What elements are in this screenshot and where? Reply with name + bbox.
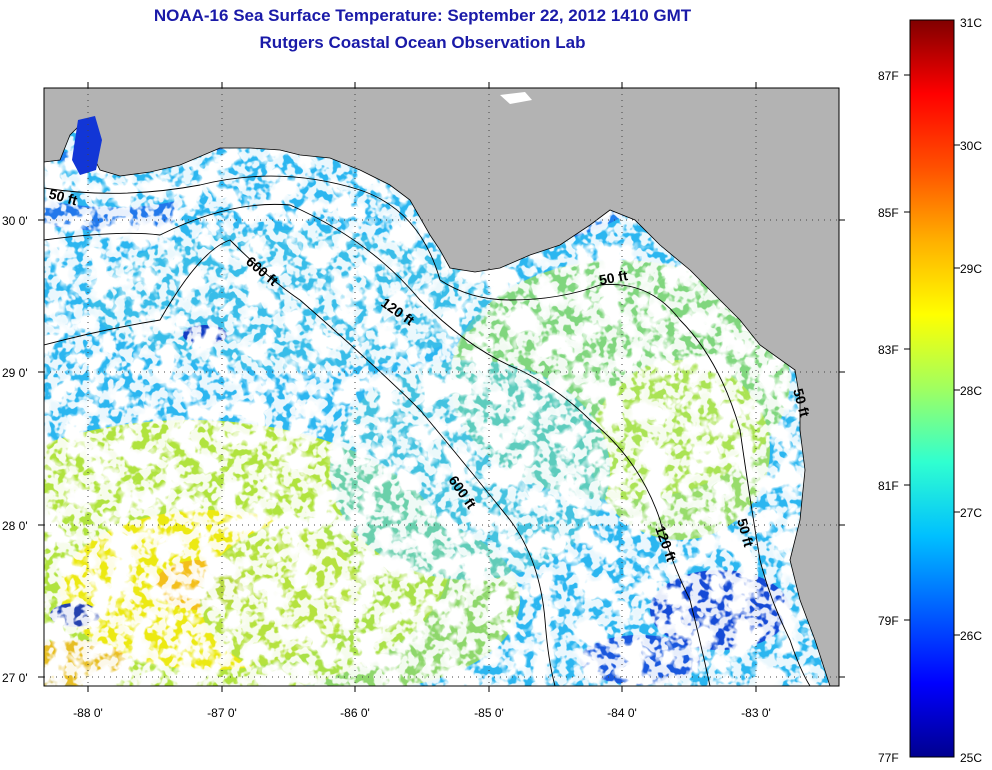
lon-tick-label: -83 0' xyxy=(741,706,771,720)
sst-field-layer: 50 ft 600 ft 120 ft 50 ft 600 ft 120 ft … xyxy=(44,88,839,686)
colorbar-celsius-label: 26C xyxy=(960,629,982,643)
lon-tick-label: -86 0' xyxy=(340,706,370,720)
contour-label: 50 ft xyxy=(790,387,813,419)
colorbar-celsius-label: 28C xyxy=(960,384,982,398)
colorbar-celsius-label: 30C xyxy=(960,139,982,153)
colorbar-fahrenheit-label: 79F xyxy=(878,614,899,628)
colorbar-fahrenheit-label: 87F xyxy=(878,69,899,83)
colorbar-fahrenheit-label: 81F xyxy=(878,479,899,493)
contour-label: 50 ft xyxy=(734,517,757,549)
colorbar-fahrenheit-label: 85F xyxy=(878,206,899,220)
map-frame xyxy=(43,87,840,687)
lon-tick-label: -85 0' xyxy=(474,706,504,720)
map-title: NOAA-16 Sea Surface Temperature: Septemb… xyxy=(153,6,692,25)
colorbar xyxy=(909,19,955,758)
colorbar-celsius-label: 29C xyxy=(960,262,982,276)
land-mass xyxy=(44,88,839,686)
colorbar-celsius-label: 31C xyxy=(960,16,982,30)
contour-label: 50 ft xyxy=(47,185,79,208)
map-subtitle: Rutgers Coastal Ocean Observation Lab xyxy=(259,33,586,52)
colorbar-fahrenheit-label: 77F xyxy=(878,751,899,765)
lat-tick-label: 28 0' xyxy=(2,519,28,533)
lon-tick-label: -87 0' xyxy=(207,706,237,720)
lon-tick-label: -88 0' xyxy=(73,706,103,720)
lon-tick-label: -84 0' xyxy=(607,706,637,720)
lat-tick-label: 29 0' xyxy=(2,366,28,380)
contour-label: 50 ft xyxy=(598,267,629,288)
colorbar-celsius-label: 25C xyxy=(960,751,982,765)
colorbar-fahrenheit-label: 83F xyxy=(878,343,899,357)
lat-tick-label: 30 0' xyxy=(2,214,28,228)
lat-tick-label: 27 0' xyxy=(2,671,28,685)
colorbar-celsius-label: 27C xyxy=(960,506,982,520)
